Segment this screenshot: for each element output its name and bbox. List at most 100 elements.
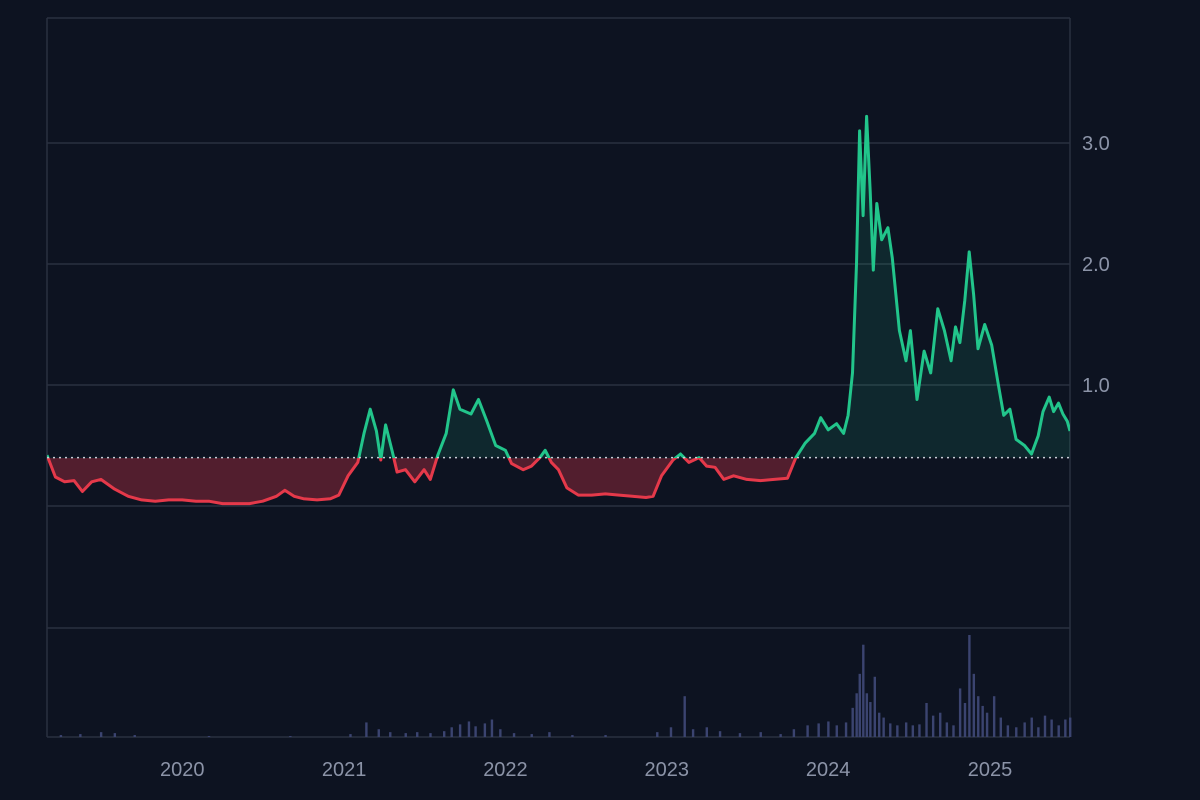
volume-bar-61 (958, 688, 962, 737)
volume-bar-50 (882, 717, 885, 737)
volume-bar-77 (1057, 725, 1060, 737)
volume-bar-31 (705, 727, 709, 737)
volume-bar-76 (1050, 719, 1053, 737)
volume-bar-38 (817, 723, 820, 737)
x-tick-label: 2022 (483, 759, 528, 781)
x-tick-label: 2024 (806, 759, 851, 781)
x-tick-label: 2023 (645, 759, 690, 781)
volume-bar-2 (99, 732, 103, 737)
volume-bar-17 (467, 721, 471, 737)
volume-bar-43 (855, 693, 858, 737)
grid (47, 142, 1070, 629)
volume-bar-4 (133, 735, 136, 737)
volume-bar-36 (792, 729, 796, 737)
series-line-below (47, 458, 798, 506)
volume-bar-78 (1064, 719, 1067, 737)
volume-bar-60 (952, 725, 955, 737)
series-lines (47, 114, 1070, 506)
volume-bar-66 (981, 705, 984, 737)
volume-bar-51 (889, 723, 892, 737)
volume-bar-1 (79, 734, 82, 737)
volume-bar-72 (1023, 722, 1026, 737)
x-tick-label: 2021 (322, 759, 367, 781)
volume-bar-47 (869, 702, 872, 737)
volume-bar-58 (939, 712, 942, 737)
volume-bar-29 (683, 696, 686, 737)
volume-bar-33 (738, 733, 742, 737)
y-tick-label: 1.0 (1082, 375, 1110, 397)
volume-bar-75 (1043, 715, 1047, 737)
volume-bar-64 (972, 673, 976, 737)
volume-bar-23 (530, 734, 533, 737)
volume-bar-20 (490, 719, 494, 737)
volume-bar-53 (904, 722, 908, 737)
volume-bar-68 (992, 696, 996, 737)
volume-bar-39 (827, 721, 830, 737)
volume-bar-40 (835, 725, 838, 737)
volume-bar-63 (968, 635, 971, 737)
volume-bar-70 (1006, 725, 1010, 737)
volume-bar-8 (365, 722, 368, 737)
y-tick-label: 3.0 (1082, 133, 1110, 155)
volume-bar-54 (911, 725, 915, 737)
volume-bar-37 (806, 725, 809, 737)
volume-bar-45 (862, 644, 865, 737)
volume-bar-44 (858, 673, 861, 737)
x-axis-ticks: 2020 2021 2022 2023 2024 2025 (160, 759, 1012, 781)
volume-bar-26 (604, 735, 607, 737)
volume-bar-55 (918, 724, 921, 737)
volume-bar-14 (442, 731, 446, 737)
volume-bar-12 (416, 732, 419, 737)
volume-bar-59 (945, 722, 949, 737)
volume-bar-13 (429, 733, 432, 737)
x-tick-label: 2020 (160, 759, 205, 781)
volume-bar-7 (349, 734, 352, 737)
volume-bar-41 (844, 722, 848, 737)
volume-bar-57 (931, 715, 935, 737)
volume-bar-69 (999, 717, 1002, 737)
volume-bar-9 (377, 729, 380, 737)
volume-bar-0 (59, 735, 63, 737)
volume-bar-65 (977, 696, 980, 737)
area-fills (47, 116, 1070, 504)
x-tick-label: 2025 (968, 759, 1013, 781)
y-tick-label: 2.0 (1082, 254, 1110, 276)
volume-bar-62 (963, 703, 967, 737)
volume-bars (59, 635, 1072, 737)
volume-bar-25 (571, 735, 574, 737)
volume-bar-15 (450, 727, 453, 737)
volume-bar-74 (1037, 727, 1040, 737)
volume-bar-49 (878, 712, 881, 737)
volume-bar-35 (779, 734, 782, 737)
volume-bar-71 (1015, 727, 1018, 737)
series-line-above (47, 114, 1070, 458)
volume-bar-32 (718, 731, 722, 737)
volume-bar-10 (389, 732, 392, 737)
volume-bar-18 (474, 726, 477, 737)
volume-bar-16 (458, 724, 462, 737)
volume-bar-3 (113, 733, 117, 737)
volume-bar-30 (691, 729, 695, 737)
volume-bar-73 (1030, 717, 1033, 737)
volume-bar-79 (1069, 717, 1072, 737)
plot-frame (46, 17, 1071, 738)
volume-bar-48 (873, 676, 876, 737)
volume-bar-46 (865, 693, 869, 737)
volume-bar-34 (759, 732, 762, 737)
volume-bar-6 (289, 736, 292, 737)
volume-bar-28 (669, 727, 673, 737)
area-below-baseline (48, 458, 796, 504)
volume-bar-22 (512, 733, 516, 737)
area-above-baseline (47, 116, 1070, 458)
volume-bar-67 (985, 712, 989, 737)
volume-bar-5 (207, 736, 211, 737)
volume-bar-56 (925, 703, 928, 737)
volume-bar-11 (404, 733, 407, 737)
y-axis-ticks: 1.0 2.0 3.0 (1082, 133, 1110, 397)
volume-bar-27 (656, 732, 659, 737)
volume-bar-24 (548, 732, 551, 737)
volume-bar-21 (499, 729, 502, 737)
